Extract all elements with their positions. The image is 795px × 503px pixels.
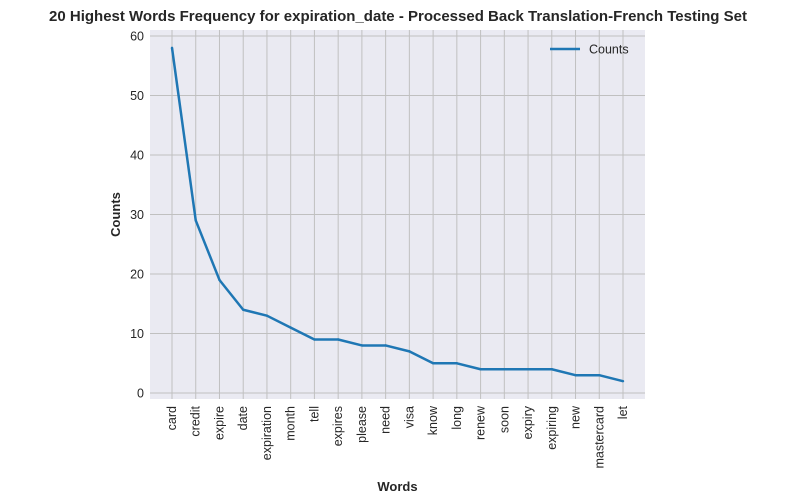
grid-lines bbox=[150, 30, 645, 399]
legend: Counts bbox=[550, 43, 629, 57]
y-tick-label: 40 bbox=[130, 148, 144, 162]
data-point bbox=[194, 219, 197, 222]
x-tick-label: expiring bbox=[545, 406, 559, 450]
data-point bbox=[621, 379, 625, 383]
x-tick-label: soon bbox=[497, 406, 511, 433]
x-tick-label: long bbox=[450, 406, 464, 430]
chart-title: 20 Highest Words Frequency for expiratio… bbox=[49, 8, 747, 25]
data-point bbox=[526, 368, 530, 371]
y-tick-label: 10 bbox=[130, 327, 144, 341]
x-tick-label: renew bbox=[474, 405, 488, 440]
data-point bbox=[479, 368, 482, 371]
data-point bbox=[550, 368, 553, 371]
y-tick-label: 30 bbox=[130, 208, 144, 222]
x-tick-label: tell bbox=[307, 406, 321, 422]
data-point bbox=[336, 338, 340, 341]
data-point bbox=[431, 362, 435, 365]
x-axis-label: Words bbox=[377, 479, 417, 494]
y-tick-label: 20 bbox=[130, 268, 144, 282]
x-tick-label: need bbox=[379, 406, 393, 434]
series-line-counts bbox=[170, 47, 624, 383]
y-tick-label: 50 bbox=[130, 89, 144, 103]
x-axis-ticks: card credit expire date expiration month tell e… bbox=[165, 405, 630, 469]
x-tick-label: expiry bbox=[521, 405, 535, 439]
x-tick-label: expires bbox=[331, 406, 345, 446]
x-tick-label: credit bbox=[189, 405, 203, 436]
x-tick-label: know bbox=[426, 405, 440, 435]
x-tick-label: let bbox=[616, 405, 630, 419]
x-tick-label: mastercard bbox=[592, 406, 606, 469]
x-tick-label: month bbox=[284, 406, 298, 441]
data-point bbox=[265, 314, 269, 317]
data-point bbox=[574, 373, 577, 377]
x-tick-label: expiration bbox=[260, 406, 274, 460]
data-point bbox=[313, 338, 316, 341]
series-layer bbox=[170, 46, 625, 383]
data-point bbox=[218, 278, 221, 282]
y-tick-label: 0 bbox=[137, 387, 144, 401]
y-axis-ticks: 0 10 20 30 40 50 60 bbox=[130, 29, 144, 400]
data-point bbox=[408, 350, 411, 353]
data-point bbox=[384, 344, 387, 347]
data-point bbox=[598, 373, 601, 377]
data-point bbox=[170, 46, 174, 50]
x-tick-label: expire bbox=[212, 406, 226, 440]
y-tick-label: 60 bbox=[130, 29, 144, 43]
x-tick-label: date bbox=[236, 406, 250, 430]
x-tick-label: please bbox=[355, 406, 369, 443]
data-point bbox=[360, 344, 364, 347]
data-point bbox=[289, 326, 292, 329]
data-point bbox=[455, 362, 459, 365]
x-tick-label: visa bbox=[402, 406, 416, 428]
data-point bbox=[242, 308, 245, 311]
x-tick-label: card bbox=[165, 406, 179, 430]
x-tick-label: new bbox=[569, 405, 583, 429]
data-point bbox=[503, 368, 506, 371]
y-axis-label: Counts bbox=[108, 192, 123, 237]
legend-label-counts: Counts bbox=[589, 43, 629, 57]
